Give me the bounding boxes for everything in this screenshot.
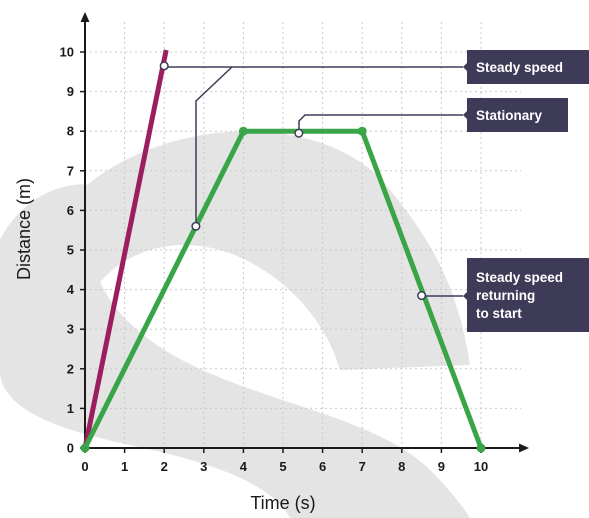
x-tick-label: 8 [398,459,405,474]
x-tick-label: 1 [121,459,128,474]
series-point [238,126,248,136]
x-tick-label: 2 [161,459,168,474]
y-tick-label: 9 [67,84,74,99]
series-point [357,126,367,136]
x-tick-label: 7 [359,459,366,474]
x-tick-label: 9 [438,459,445,474]
grid-lines [85,22,521,448]
callout-point-marker [294,128,304,138]
callout-label: Steady speed [476,270,563,285]
y-axis-arrow [80,12,90,22]
y-tick-label: 2 [67,361,74,376]
callout-label: Steady speed [476,60,563,75]
callout-leader-line [298,114,463,133]
callout-point-marker [417,290,427,301]
series-point [476,443,486,453]
series-line-0 [82,49,169,449]
callout-leader-line [195,66,233,226]
background-watermark [0,131,470,518]
y-tick-label: 7 [67,163,74,178]
tick-labels: 0 1 2 3 4 5 6 7 8 9 10 0 1 2 3 4 5 6 7 8 9 10 [60,45,489,475]
callout-box [467,50,589,84]
y-tick-label: 5 [67,243,74,258]
x-tick-label: 6 [319,459,326,474]
callout-point-marker [191,221,201,231]
callout-box [467,258,589,332]
y-tick-label: 3 [67,322,74,337]
y-tick-label: 0 [67,441,74,456]
y-tick-label: 10 [60,45,74,60]
series-point [80,443,90,453]
x-tick-label: 5 [279,459,286,474]
y-tick-label: 8 [67,124,74,139]
y-tick-label: 4 [67,282,75,297]
callout-point-marker [159,61,169,71]
x-tick-label: 4 [240,459,248,474]
callout-label: returning [476,288,535,303]
x-axis-arrow [519,443,529,453]
y-tick-label: 6 [67,203,74,218]
x-tick-label: 3 [200,459,207,474]
x-axis-title: Time (s) [250,493,315,513]
callout-label: to start [476,306,522,321]
y-tick-label: 1 [67,401,74,416]
callout-label: Stationary [476,108,543,123]
callout-box [467,98,568,132]
callouts: Steady speed Stationary Steady speed return… [159,50,589,332]
x-tick-label: 10 [474,459,488,474]
y-axis-title: Distance (m) [14,178,34,280]
x-tick-label: 0 [81,459,88,474]
